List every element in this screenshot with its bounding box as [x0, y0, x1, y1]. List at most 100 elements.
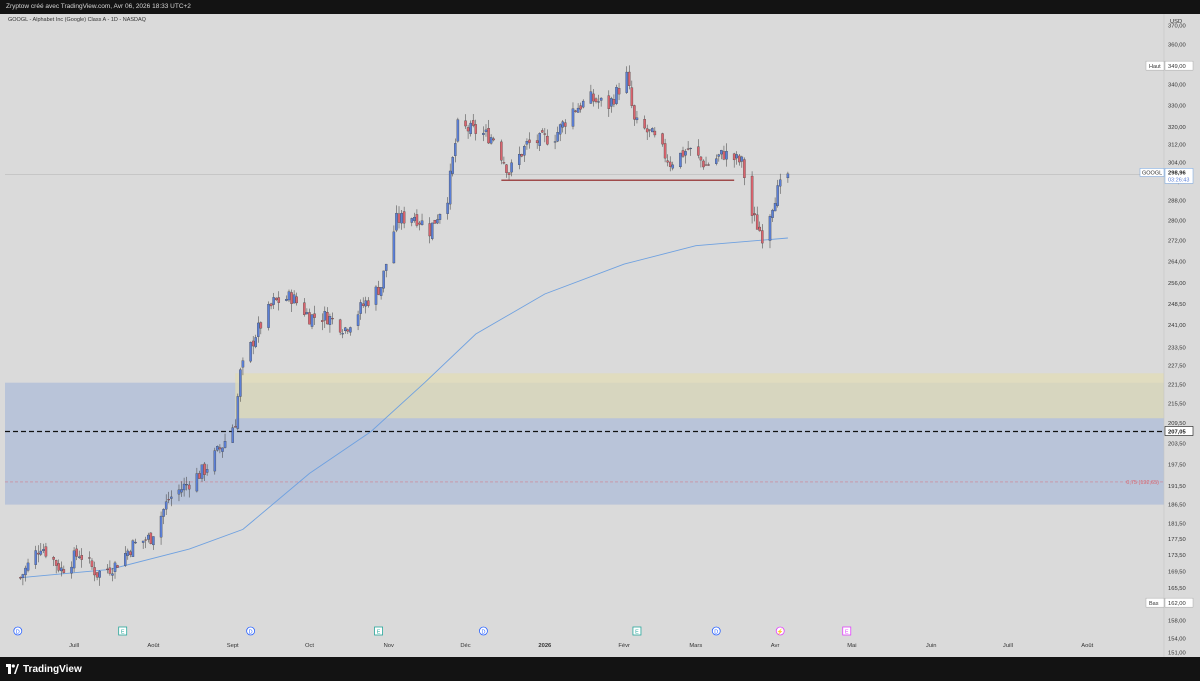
candle [397, 206, 401, 229]
time-axis-label: Avr [771, 643, 780, 649]
price-chart[interactable]: 0,75 (192,65) 370,00 360,00 349,00 340,00 330… [0, 14, 1200, 657]
time-axis: Juill Août Sept Oct Nov Déc 2026 Févr Mars Avr Mai… [69, 643, 1094, 649]
candle [535, 134, 539, 149]
candle [538, 132, 541, 152]
candle [93, 561, 96, 582]
candle [469, 120, 472, 137]
candle-body [344, 327, 347, 332]
candle-body [505, 164, 508, 173]
candle [203, 462, 206, 481]
candle [686, 141, 690, 151]
extreme-value-badge [1164, 597, 1194, 608]
candle [129, 549, 132, 558]
candle-body [630, 87, 634, 106]
time-axis-label: Août [147, 643, 159, 649]
candle-body [610, 98, 613, 107]
candle-body [144, 539, 147, 541]
candle [518, 146, 521, 170]
event-marker: D [13, 626, 23, 636]
candle-body [200, 464, 204, 479]
candle-body [234, 426, 237, 428]
candle-body [147, 534, 150, 540]
candle-body [54, 560, 58, 566]
symbol-badge [1139, 168, 1165, 177]
candle-body [216, 446, 219, 451]
candle [254, 334, 257, 349]
candle [507, 172, 511, 180]
candle [546, 129, 549, 146]
candle-body [679, 152, 682, 168]
fib-level-label: 0,75 (192,65) [1126, 480, 1159, 486]
candle [162, 508, 165, 525]
candle-body [666, 160, 669, 163]
candle-body [113, 562, 117, 572]
candle-body [123, 553, 127, 566]
candle-body [98, 570, 101, 578]
candle-body [80, 555, 84, 560]
candle-body [295, 296, 298, 304]
candle-body [735, 154, 738, 159]
candle-body [60, 567, 63, 572]
candle-body [254, 337, 257, 348]
candle-body [259, 322, 263, 329]
candle-body [523, 146, 526, 156]
chart-frame[interactable]: 0,75 (192,65) 370,00 360,00 349,00 340,00 330… [0, 14, 1200, 657]
extreme-badge [1145, 597, 1165, 608]
candle-body [628, 71, 631, 86]
candle [267, 301, 270, 331]
candle [106, 564, 109, 574]
candle [776, 179, 779, 208]
candle [54, 559, 58, 574]
event-marker: ⚡ [775, 626, 785, 636]
candle [451, 156, 454, 177]
candle-body [19, 577, 22, 579]
event-marker: E [632, 626, 642, 636]
event-marker: D [479, 626, 488, 636]
candle-body [356, 314, 360, 326]
candle [257, 316, 260, 343]
event-marker-label: D [249, 630, 253, 636]
candle [684, 149, 687, 164]
candle [88, 551, 91, 564]
event-marker: E [374, 626, 383, 636]
candle-body [753, 213, 756, 216]
event-marker-shape [13, 626, 23, 636]
time-axis-label: 2026 [538, 643, 552, 649]
candle [147, 532, 150, 543]
candle [628, 65, 631, 90]
candle [341, 329, 344, 339]
candle [786, 171, 790, 183]
candle-body [471, 120, 475, 126]
price-axis-label: 169,50 [1168, 569, 1186, 575]
candle [474, 119, 478, 141]
candle [24, 565, 27, 582]
candle [116, 564, 119, 568]
event-marker-label: E [635, 630, 639, 636]
candle-body [274, 297, 278, 301]
price-axis-label: 158,00 [1168, 619, 1186, 625]
price-axis-label: 272,00 [1168, 239, 1186, 245]
candle-body [111, 573, 114, 576]
candle-body [292, 294, 296, 304]
candle [436, 214, 439, 225]
candle [543, 128, 547, 143]
tradingview-logo[interactable]: TradingView [6, 662, 82, 676]
candle [395, 205, 398, 233]
candle-body [131, 540, 135, 557]
price-axis-label: 221,50 [1168, 382, 1186, 388]
time-axis-label: Oct [305, 643, 314, 649]
candle [732, 152, 736, 168]
candle-body [482, 132, 485, 135]
candle [666, 154, 669, 167]
candle-body [410, 218, 414, 223]
candle [70, 561, 73, 579]
candle [221, 447, 224, 458]
candle [62, 565, 66, 574]
candle-body [21, 574, 25, 578]
candle-body [326, 312, 329, 325]
candle [448, 163, 452, 210]
price-axis-label: 197,50 [1168, 463, 1186, 469]
event-marker-shape [711, 626, 721, 636]
candle [743, 157, 746, 186]
candle [305, 308, 309, 315]
